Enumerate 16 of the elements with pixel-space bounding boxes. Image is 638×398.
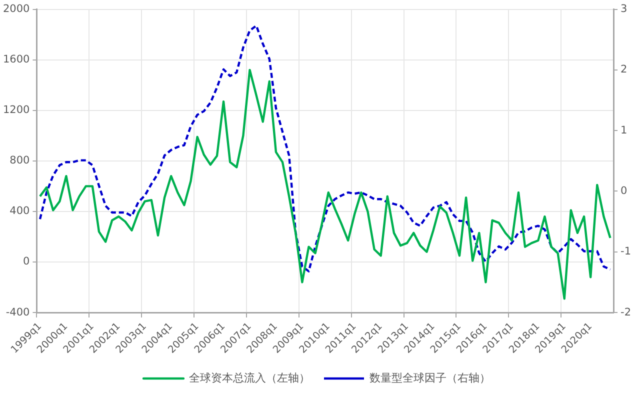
y2-tick-label: 2 (620, 64, 628, 76)
y2-tick-label: 0 (620, 184, 628, 197)
line-series (38, 24, 612, 272)
y2-tick-label: 3 (620, 3, 628, 16)
y-tick-label: -400 (6, 306, 30, 318)
y2-tick-label: -1 (620, 246, 632, 258)
y2-tick-label: 1 (620, 124, 628, 136)
y-tick-label: 2000 (2, 3, 30, 16)
y-tick-label: 0 (23, 256, 30, 268)
y-tick-label: 1200 (2, 104, 30, 116)
y-tick-label: 400 (10, 205, 30, 218)
legend-label: 数量型全球因子（右轴） (370, 371, 490, 384)
y-tick-label: 1600 (2, 54, 30, 66)
y-tick-label: 800 (10, 154, 30, 167)
legend-label: 全球资本总流入（左轴） (189, 371, 310, 384)
y2-tick-label: -2 (620, 306, 632, 318)
